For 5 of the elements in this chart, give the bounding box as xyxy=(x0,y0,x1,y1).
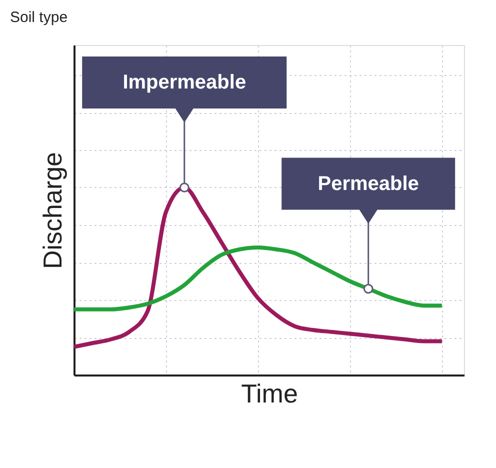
y-axis-title: Discharge xyxy=(38,152,68,270)
chart-title: Soil type xyxy=(10,9,68,26)
text: Permeable xyxy=(318,172,419,195)
text: Impermeable xyxy=(122,72,246,94)
x-axis-title: Time xyxy=(241,378,298,408)
